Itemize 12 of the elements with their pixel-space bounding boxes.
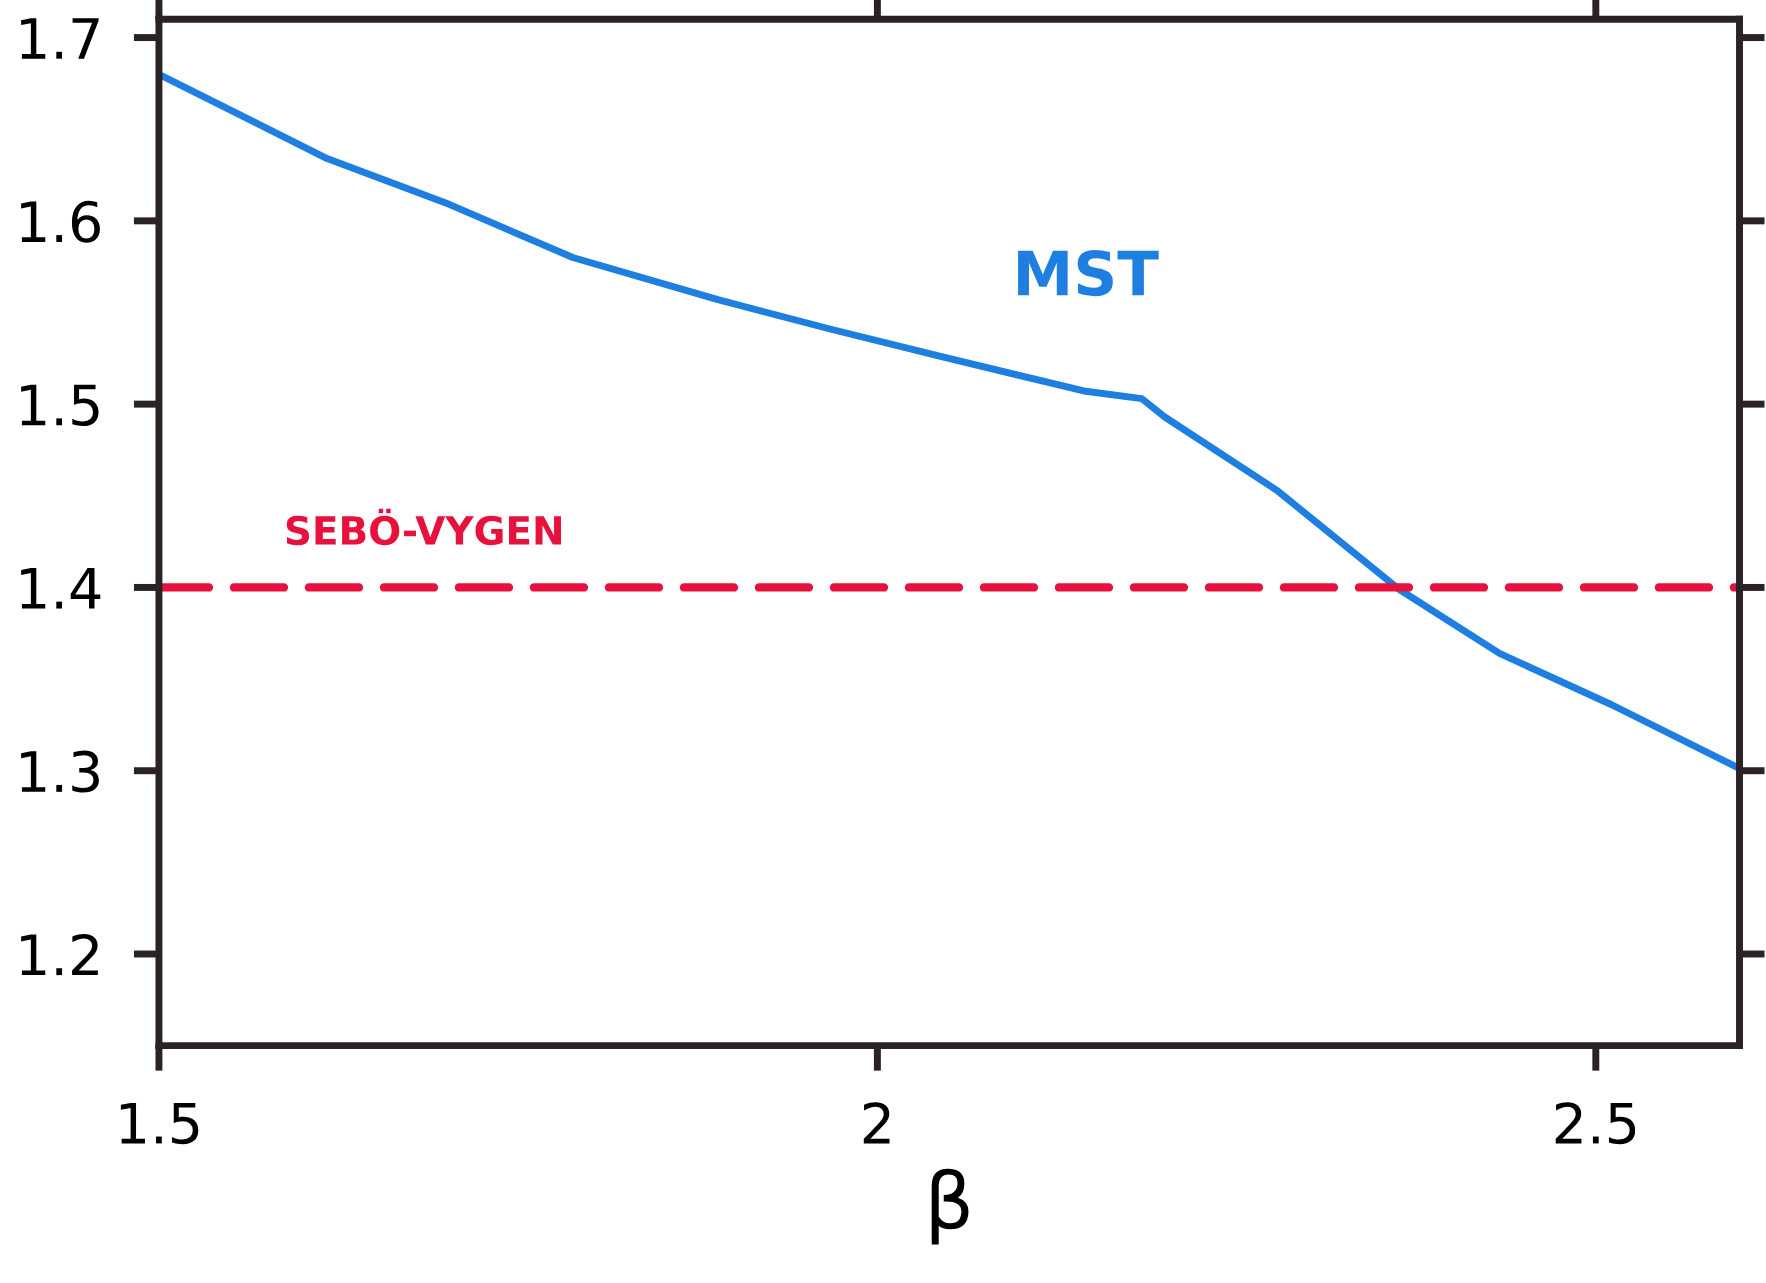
ref-line-label: SEBÖ-VYGEN [286,508,561,546]
x-tick-label: 2.5 [1555,1102,1636,1145]
y-tick-label: 1.7 [21,18,99,59]
y-tick-label: 1.2 [21,933,98,976]
x-axis-title: β [931,1168,969,1245]
x-tick-label: 1.5 [120,1102,199,1145]
y-tick-label: 1.6 [21,200,100,243]
y-tick-label: 1.4 [21,568,101,609]
y-tick-label: 1.3 [21,750,99,793]
y-tick-label: 1.5 [21,384,99,427]
x-tick-label: 2 [863,1102,890,1144]
series-label: MST [1018,249,1159,297]
